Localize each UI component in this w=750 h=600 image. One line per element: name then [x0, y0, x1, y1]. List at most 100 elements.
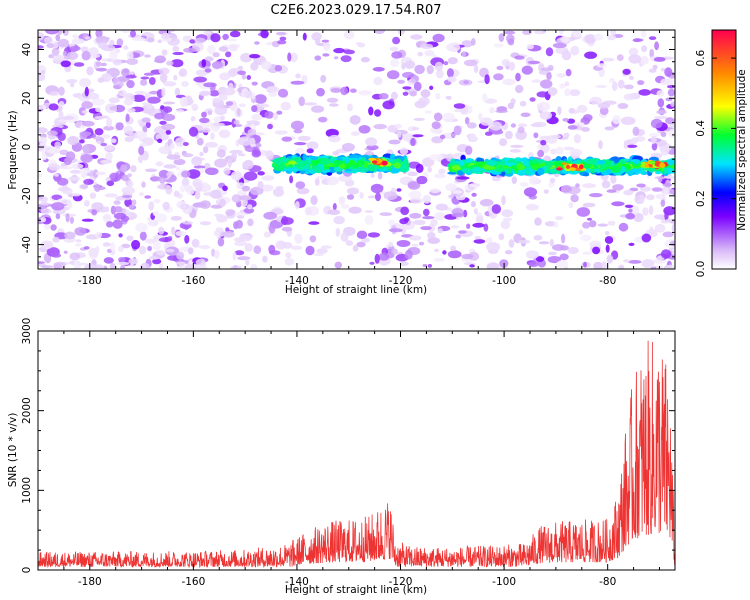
spectrogram-cell: [176, 251, 185, 260]
spectrogram-cell: [409, 90, 417, 97]
spectrogram-cell: [589, 96, 603, 105]
spectrogram-cell: [54, 141, 61, 149]
spectrogram-cell: [295, 181, 306, 189]
spectrogram-cell: [251, 105, 258, 113]
spectrogram-cell: [237, 70, 246, 76]
spectrogram-cell: [309, 235, 317, 243]
spectrogram-cell: [267, 123, 273, 130]
spectrogram-cell: [501, 195, 506, 206]
spectrogram-cell: [663, 187, 670, 196]
spectrogram-cell: [663, 167, 668, 175]
spectrogram-cell: [589, 240, 602, 248]
spectrogram-cell: [630, 167, 642, 173]
spectrogram-cell: [552, 42, 567, 49]
spectrogram-cell: [349, 159, 355, 164]
spectrogram-cell: [322, 53, 330, 57]
spectrogram-cell: [234, 237, 246, 243]
spectrogram-cell: [581, 126, 590, 132]
spectrogram-cell: [623, 189, 634, 196]
spectrogram-cell: [297, 160, 308, 165]
spectrogram-cell: [447, 250, 462, 259]
spectrogram-cell: [427, 232, 436, 240]
spectrogram-cell: [203, 244, 209, 250]
spectrogram-cell: [484, 131, 493, 136]
spectrogram-cell: [109, 262, 116, 269]
spectrogram-cell: [508, 239, 515, 248]
colorbar-tick-label: 0.6: [695, 49, 707, 66]
spectrogram-cell: [348, 154, 359, 159]
spectrogram-cell: [161, 49, 168, 56]
spectrogram-y-axis-label: Frequency (Hz): [7, 110, 19, 189]
spectrogram-cell: [261, 60, 272, 70]
spectrogram-cell: [275, 240, 287, 250]
spectrogram-cell: [427, 166, 432, 173]
spectrogram-cell: [118, 257, 126, 263]
spectrogram-cell: [219, 198, 226, 207]
spectrogram-cell: [464, 117, 470, 125]
spectrogram-cell: [627, 170, 633, 177]
spectrogram-cell: [605, 230, 610, 236]
spectrogram-cell: [49, 147, 56, 153]
spectrogram-cell: [71, 163, 84, 169]
spectrogram-cell: [515, 130, 527, 140]
spectrogram-cell: [129, 71, 135, 75]
spectrogram-cell: [48, 103, 59, 111]
spectrogram-cell: [203, 192, 212, 196]
spectrogram-cell: [244, 243, 253, 252]
spectrogram-cell: [155, 132, 169, 141]
spectrogram-cell: [38, 32, 45, 41]
spectrogram-cell: [145, 238, 157, 244]
spectrogram-cell: [556, 260, 569, 268]
spectrogram-cell: [40, 240, 54, 250]
spectrogram-cell: [229, 44, 238, 52]
spectrogram-cell: [606, 168, 612, 175]
spectrogram-cell: [320, 74, 327, 83]
snr-panel: -180 -160 -140 -120 -100 -80 0 1000 2000 3000 He…: [7, 318, 676, 596]
colorbar: 0.0 0.2 0.4 0.6 Normalized spectral amplitu…: [695, 29, 748, 277]
spectrogram-cell: [172, 45, 180, 52]
spectrogram-cell: [161, 123, 176, 131]
spectrogram-cell: [74, 120, 82, 128]
spectrogram-cell: [491, 204, 502, 214]
spectrogram-cell: [243, 207, 255, 214]
spectrogram-cell: [57, 38, 70, 48]
spectrogram-cell: [72, 192, 81, 197]
spectrogram-cell: [396, 188, 402, 192]
spectrogram-cell: [381, 160, 388, 166]
spectrogram-cell: [391, 248, 398, 255]
spectrogram-cell: [333, 215, 345, 225]
spectrogram-cell: [281, 226, 293, 232]
spectrogram-cell: [198, 90, 211, 97]
spectrogram-cell: [437, 228, 443, 234]
spectrogram-cell: [401, 62, 406, 70]
spectrogram-cell: [578, 229, 584, 235]
spectrogram-cell: [287, 52, 292, 62]
spectrogram-cell: [470, 200, 476, 208]
spectrogram-cell: [157, 138, 163, 143]
spectrogram-cell: [477, 162, 485, 167]
spectrogram-cell: [195, 258, 206, 266]
spectrogram-cell: [657, 98, 665, 108]
spectrogram-cell: [126, 50, 134, 61]
spectrogram-cell: [670, 101, 675, 107]
spectrogram-cell: [53, 261, 66, 269]
spectrogram-cell: [139, 262, 151, 269]
spectrogram-y-tick-label: -20: [21, 187, 33, 204]
spectrogram-cell: [341, 142, 355, 152]
spectrogram-cell: [641, 45, 648, 53]
spectrogram-cell: [140, 79, 148, 86]
snr-series-line: [38, 340, 675, 569]
spectrogram-cell: [116, 76, 130, 83]
spectrogram-cell: [671, 248, 675, 256]
spectrogram-y-tick-label: 0: [21, 144, 33, 151]
spectrogram-cell: [562, 162, 567, 166]
spectrogram-cell: [84, 86, 89, 97]
spectrogram-cell: [69, 252, 81, 261]
spectrogram-cell: [184, 263, 194, 269]
spectrogram-cell: [343, 30, 355, 40]
spectrogram-cell: [434, 173, 446, 179]
spectrogram-cell: [556, 73, 567, 78]
spectrogram-cell: [104, 193, 118, 198]
spectrogram-cell: [473, 208, 478, 215]
spectrogram-cell: [402, 86, 412, 90]
